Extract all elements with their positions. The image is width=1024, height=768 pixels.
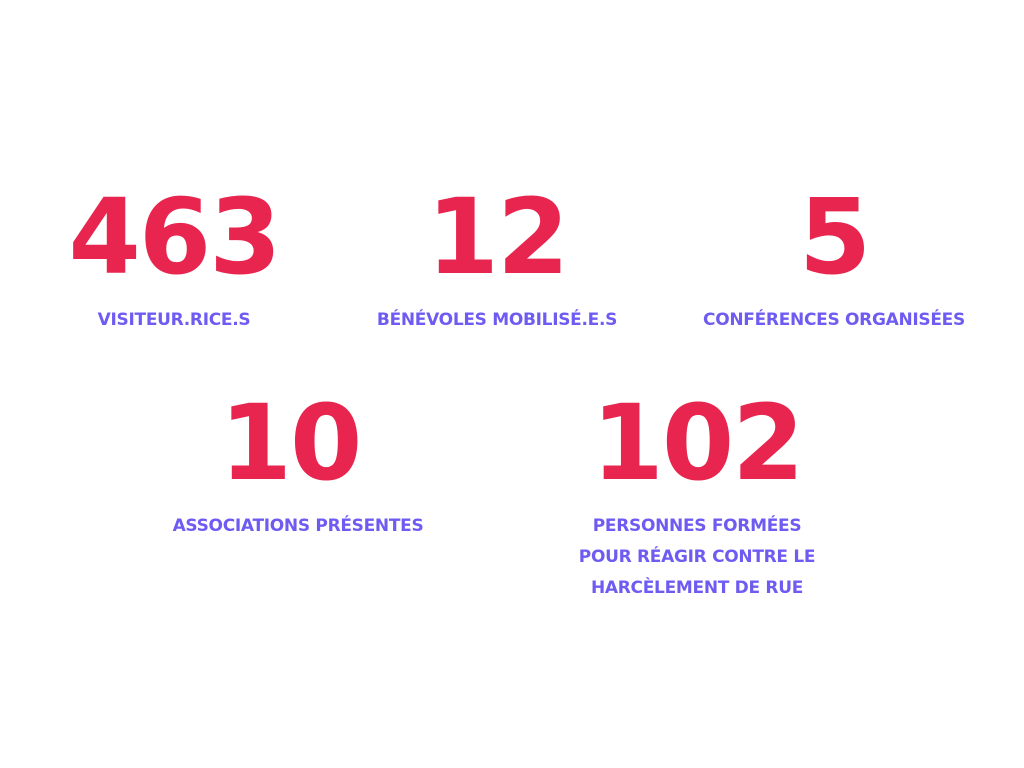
stat-associations: 10 ASSOCIATIONS PRÉSENTES bbox=[128, 391, 468, 542]
stat-label-line: HARCÈLEMENT DE RUE bbox=[590, 578, 804, 598]
stat-label: BÉNÉVOLES MOBILISÉ.E.S bbox=[376, 310, 618, 330]
stat-label: VISITEUR.RICE.S bbox=[97, 310, 251, 330]
stat-label-line: POUR RÉAGIR CONTRE LE bbox=[578, 547, 816, 567]
stat-value: 5 bbox=[798, 176, 871, 298]
stat-conferences: 5 CONFÉRENCES ORGANISÉES bbox=[664, 185, 1004, 336]
stat-value: 12 bbox=[426, 176, 570, 298]
stat-trained-people: 102 PERSONNES FORMÉES POUR RÉAGIR CONTRE… bbox=[527, 391, 867, 604]
stat-value: 463 bbox=[68, 176, 281, 298]
stat-label: ASSOCIATIONS PRÉSENTES bbox=[172, 516, 424, 536]
stat-label: CONFÉRENCES ORGANISÉES bbox=[703, 310, 965, 330]
stat-label-line: PERSONNES FORMÉES bbox=[592, 516, 802, 536]
stat-volunteers: 12 BÉNÉVOLES MOBILISÉ.E.S bbox=[327, 185, 667, 336]
stat-label: PERSONNES FORMÉES POUR RÉAGIR CONTRE LE … bbox=[527, 511, 867, 604]
stat-visitors: 463 VISITEUR.RICE.S bbox=[4, 185, 344, 336]
stat-value: 10 bbox=[219, 382, 363, 504]
stat-value: 102 bbox=[591, 382, 804, 504]
